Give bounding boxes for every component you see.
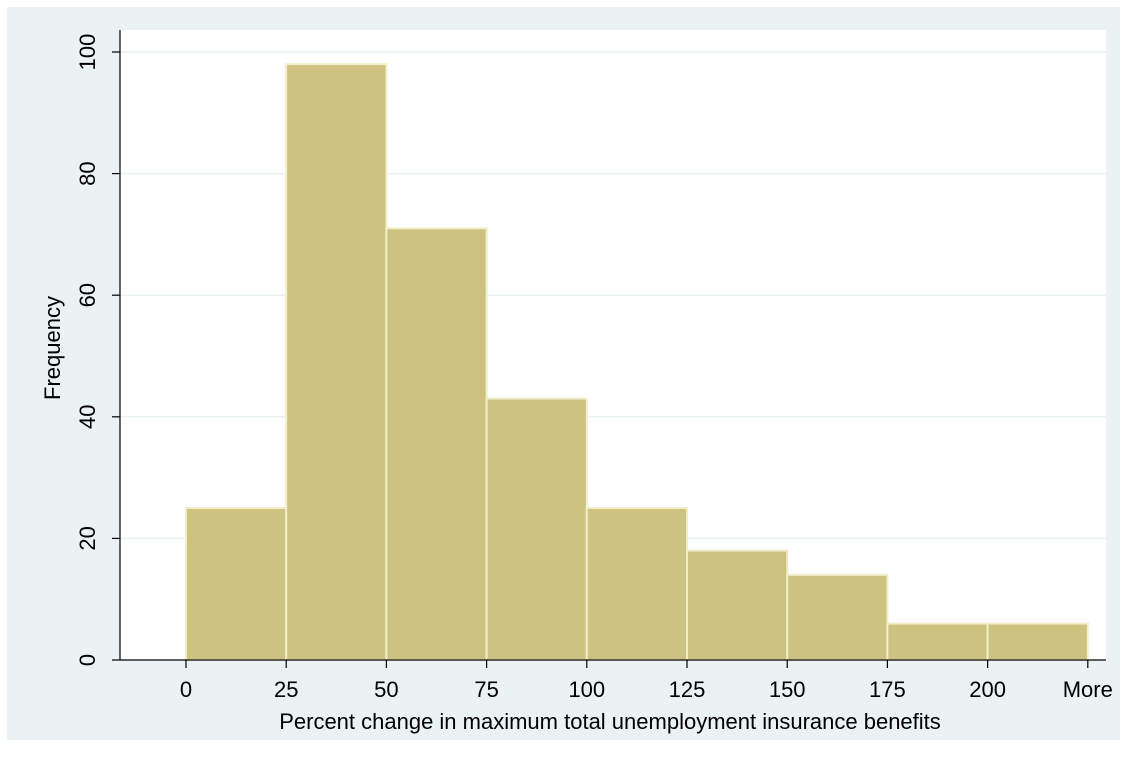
y-tick-label: 40	[75, 405, 100, 429]
y-tick-label: 0	[75, 654, 100, 666]
x-tick-label: 200	[969, 677, 1006, 702]
x-tick-label: 75	[474, 677, 498, 702]
histogram-bar	[385, 227, 488, 661]
bars	[185, 63, 1089, 662]
x-tick-label: 100	[568, 677, 605, 702]
histogram-bar	[485, 397, 588, 661]
histogram-bar	[986, 622, 1089, 662]
y-axis-label: Frequency	[40, 296, 65, 400]
histogram-bar	[285, 63, 388, 662]
x-tick-label: 0	[180, 677, 192, 702]
x-tick-label: 175	[869, 677, 906, 702]
x-tick-label: More	[1063, 677, 1113, 702]
y-ticks: 0 20 40 60 80 100	[75, 34, 120, 666]
histogram-bar	[686, 549, 789, 661]
x-tick-label: 50	[374, 677, 398, 702]
y-tick-label: 60	[75, 283, 100, 307]
y-tick-label: 20	[75, 526, 100, 550]
histogram-bar	[786, 573, 889, 662]
y-tick-label: 100	[75, 34, 100, 71]
histogram-bar	[585, 507, 688, 661]
x-tick-label: 150	[769, 677, 806, 702]
x-axis-label: Percent change in maximum total unemploy…	[279, 709, 941, 734]
x-ticks: 0 25 50 75 100 125 150 175 200 More	[180, 660, 1113, 702]
axes	[119, 30, 1106, 661]
y-tick-label: 80	[75, 161, 100, 185]
x-tick-label: 125	[669, 677, 706, 702]
x-tick-label: 25	[274, 677, 298, 702]
histogram-bar	[185, 507, 288, 661]
histogram-bar	[886, 622, 989, 662]
